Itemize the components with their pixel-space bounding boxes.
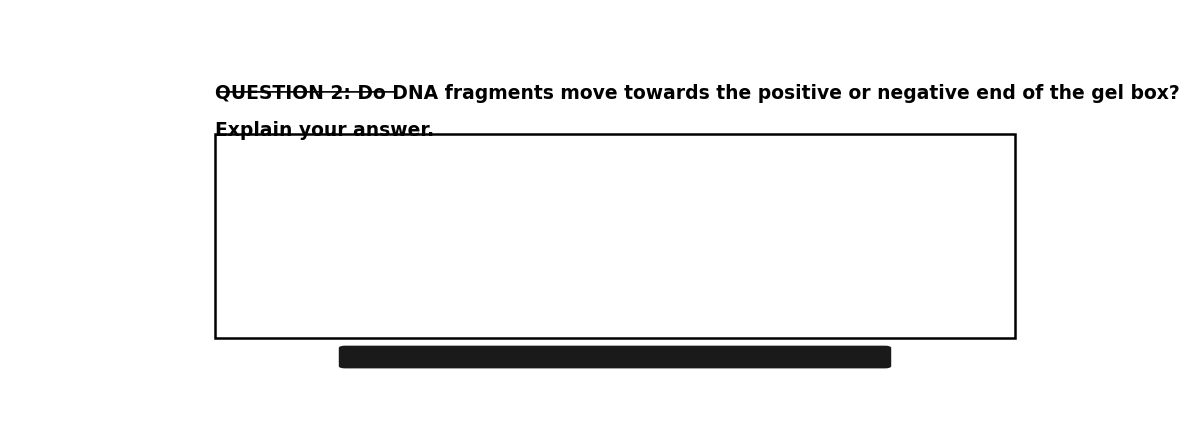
- Text: QUESTION 2: Do DNA fragments move towards the positive or negative end of the ge: QUESTION 2: Do DNA fragments move toward…: [215, 84, 1180, 103]
- FancyBboxPatch shape: [338, 346, 892, 369]
- FancyBboxPatch shape: [215, 134, 1015, 338]
- Text: Explain your answer.: Explain your answer.: [215, 121, 434, 140]
